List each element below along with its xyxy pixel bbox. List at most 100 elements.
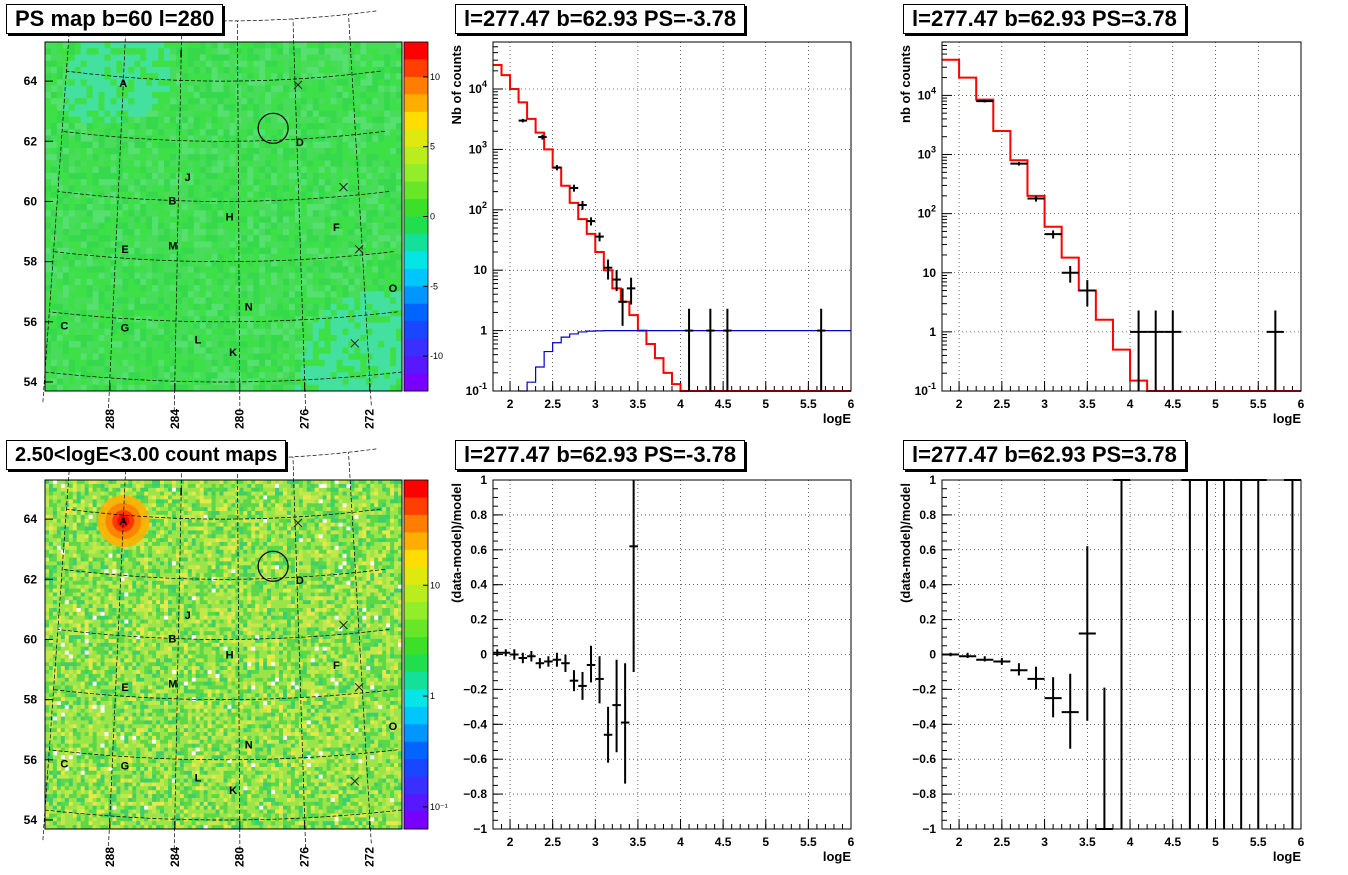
ps-map-pixel [241, 316, 248, 323]
ps-map-pixel [396, 42, 403, 49]
ps-map-pixel [306, 253, 314, 261]
ps-map-pixel [283, 291, 290, 298]
count-map-pixel [76, 522, 82, 527]
ps-map-pixel [134, 359, 141, 367]
ps-map-pixel [169, 316, 177, 323]
ps-map-pixel [306, 303, 314, 311]
count-map-pixel [84, 658, 90, 663]
count-map-pixel [64, 526, 70, 531]
count-map-pixel [49, 646, 54, 651]
count-map-pixel [104, 801, 109, 807]
ps-map-pixel [360, 79, 367, 87]
count-map-pixel [104, 584, 109, 589]
ps-map-pixel [277, 316, 284, 323]
ps-map-pixel [271, 73, 278, 80]
ps-map-pixel [146, 353, 153, 361]
ps-map-pixel [312, 216, 320, 224]
count-map-pixel [56, 716, 62, 721]
ps-map-pixel [283, 110, 290, 118]
ps-map-pixel [378, 66, 385, 74]
count-map-pixel [49, 592, 54, 597]
count-map-pixel [45, 739, 50, 745]
ps-map-pixel [223, 222, 230, 230]
ps-map-pixel [86, 147, 94, 155]
ps-map-pixel [378, 285, 385, 292]
count-map-pixel [80, 561, 86, 566]
count-map-pixel [68, 518, 74, 524]
count-map-pixel [45, 549, 50, 555]
ps-map-pixel [140, 328, 147, 336]
ps-map-pixel [175, 253, 183, 261]
count-map-pixel [104, 786, 109, 791]
ps-map-pixel [62, 260, 70, 267]
ps-map-pixel [187, 123, 195, 130]
count-map-pixel [96, 635, 101, 640]
count-map-pixel [96, 770, 101, 776]
ps-map-pixel [229, 297, 236, 305]
count-map-pixel [92, 743, 97, 748]
count-map-pixel [72, 720, 78, 725]
ps-map-pixel [294, 210, 302, 217]
count-map-pixel [56, 763, 62, 768]
ps-map-pixel [128, 185, 135, 192]
ps-map-pixel [56, 210, 64, 217]
ps-map-pixel [181, 60, 189, 68]
count-map-pixel [56, 495, 62, 500]
ps-map-pixel [360, 353, 367, 361]
count-map-pixel [100, 549, 105, 555]
ps-map-pixel [348, 247, 355, 255]
ps-map-pixel [390, 129, 397, 136]
count-map-pixel [84, 487, 90, 493]
ps-map-pixel [312, 260, 320, 267]
ps-map-pixel [336, 104, 343, 111]
ps-map-pixel [354, 172, 361, 180]
ps-map-pixel [265, 191, 272, 199]
ps-map-pixel [169, 229, 177, 236]
ps-map-pixel [169, 197, 177, 205]
ps-map-pixel [283, 222, 290, 230]
count-map-pixel [68, 526, 74, 531]
count-map-pixel [64, 817, 70, 822]
ps-map-pixel [134, 110, 141, 118]
ps-map-pixel [253, 229, 260, 236]
ps-map-pixel [318, 235, 326, 242]
ps-map-pixel [217, 272, 224, 280]
ps-map-pixel [384, 79, 391, 87]
ps-map-pixel [223, 241, 230, 249]
ps-map-pixel [318, 123, 326, 130]
count-map-pixel [68, 635, 74, 640]
ps-map-pixel [372, 359, 379, 367]
count-map-pixel [104, 751, 109, 756]
ps-map-pixel [86, 154, 94, 161]
ps-map-pixel [140, 166, 147, 174]
ps-map-pixel [187, 73, 195, 80]
ps-map-pixel [110, 328, 117, 336]
ps-map-pixel [134, 334, 141, 342]
ps-map-pixel [134, 384, 141, 392]
ps-map-pixel [277, 147, 284, 155]
count-map-pixel [80, 631, 86, 636]
ps-map-pixel [306, 322, 314, 330]
count-map-pixel [56, 778, 62, 783]
count-map-pixel [96, 623, 101, 628]
ps-map-pixel [354, 372, 361, 379]
ps-map-pixel [181, 278, 189, 286]
ps-map-pixel [68, 334, 76, 342]
ps-map-pixel [134, 66, 141, 74]
ps-map-pixel [229, 116, 236, 124]
ps-map-pixel [294, 334, 302, 342]
count-map-pixel [76, 747, 82, 752]
ps-map-pixel [330, 179, 337, 186]
count-map-pixel [88, 514, 93, 520]
ps-map-pixel [56, 48, 64, 55]
ps-map-pixel [366, 116, 373, 124]
count-map-pixel [96, 631, 101, 636]
ps-map-pixel [378, 166, 385, 174]
count-map-pixel [72, 658, 78, 663]
count-map-pixel [60, 786, 66, 791]
ps-map-pixel [128, 48, 135, 55]
count-map-pixel [96, 604, 101, 609]
ps-map-pixel [289, 141, 296, 149]
ps-map-pixel [277, 372, 284, 379]
ps-map-pixel [241, 204, 248, 211]
